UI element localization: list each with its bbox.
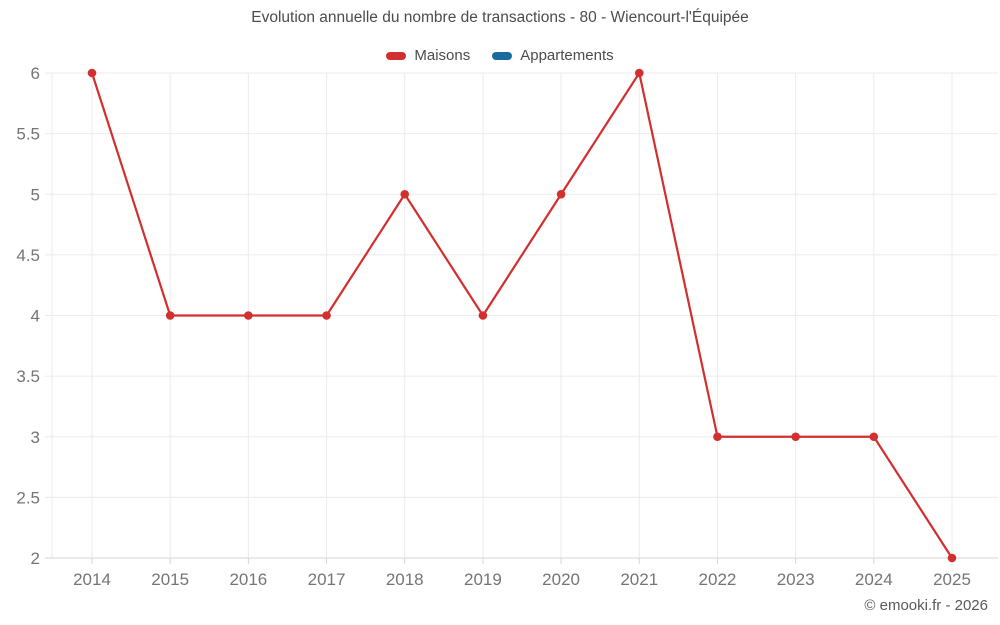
- y-axis-label: 2: [31, 549, 40, 568]
- chart-legend: Maisons Appartements: [0, 47, 1000, 64]
- data-point-2024[interactable]: [869, 432, 879, 442]
- x-axis-label: 2021: [620, 570, 658, 589]
- y-axis-label: 5.5: [16, 125, 40, 144]
- y-axis-label: 3.5: [16, 367, 40, 386]
- data-point-2022[interactable]: [713, 432, 722, 442]
- y-axis-label: 5: [31, 185, 40, 204]
- legend-item-appartements[interactable]: Appartements: [492, 47, 614, 64]
- chart-title: Evolution annuelle du nombre de transact…: [251, 9, 749, 26]
- data-point-2016[interactable]: [244, 311, 253, 320]
- footer-credit: © emooki.fr - 2026: [864, 597, 988, 614]
- data-point-2025[interactable]: [947, 553, 957, 563]
- data-point-2019[interactable]: [478, 311, 488, 320]
- data-point-2018[interactable]: [400, 189, 410, 199]
- y-axis-label: 6: [31, 64, 40, 83]
- x-axis-label: 2016: [229, 570, 267, 589]
- x-axis-label: 2022: [699, 570, 737, 589]
- legend-label-maisons: Maisons: [414, 47, 471, 64]
- x-axis-label: 2018: [386, 570, 424, 589]
- x-axis-label: 2024: [855, 570, 893, 589]
- x-axis-label: 2020: [542, 570, 580, 589]
- x-axis-label: 2025: [933, 570, 971, 589]
- x-axis-label: 2017: [308, 570, 346, 589]
- y-axis-label: 3: [31, 428, 40, 447]
- y-axis-label: 2.5: [16, 488, 40, 507]
- x-axis-label: 2023: [777, 570, 815, 589]
- x-axis-label: 2014: [73, 570, 111, 589]
- legend-item-maisons[interactable]: Maisons: [386, 47, 470, 64]
- legend-swatch-maisons-icon: [386, 51, 407, 60]
- y-axis-label: 4: [31, 307, 40, 326]
- series-line-maisons: [90, 71, 954, 560]
- y-axis-label: 4.5: [16, 246, 40, 265]
- data-point-2023[interactable]: [791, 432, 800, 442]
- data-point-2014[interactable]: [87, 68, 97, 78]
- data-point-2020[interactable]: [556, 189, 566, 199]
- data-point-2021[interactable]: [634, 68, 644, 78]
- data-point-2017[interactable]: [322, 311, 331, 320]
- x-axis-label: 2015: [151, 570, 189, 589]
- data-point-2015[interactable]: [165, 311, 175, 320]
- legend-label-appartements: Appartements: [520, 47, 614, 64]
- legend-swatch-appartements-icon: [492, 51, 513, 60]
- x-axis-label: 2019: [464, 570, 502, 589]
